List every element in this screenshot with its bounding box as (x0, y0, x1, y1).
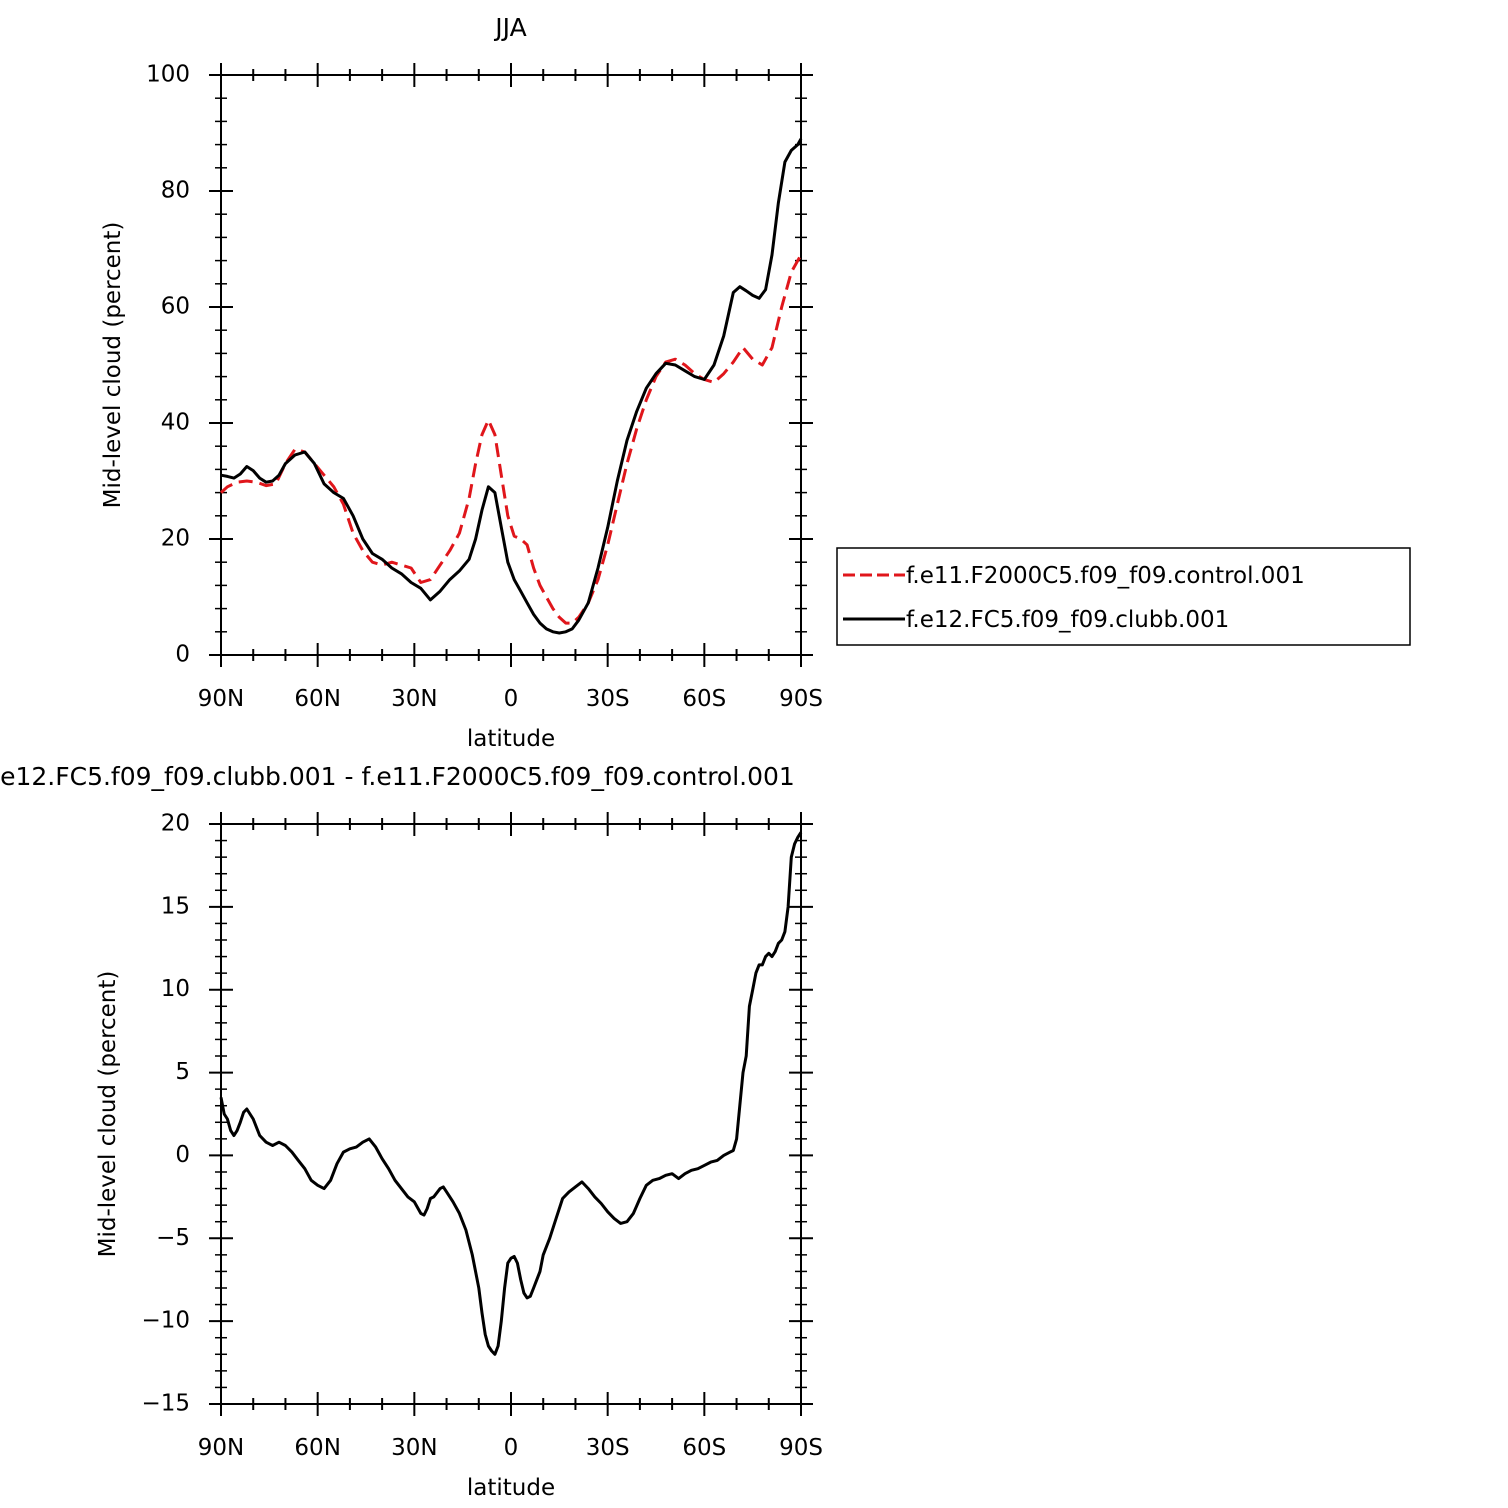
y-tick-label: −15 (141, 1391, 190, 1417)
y-tick-label: 20 (161, 526, 190, 552)
x-tick-label: 30N (391, 1435, 437, 1461)
y-tick-label: −10 (141, 1308, 190, 1334)
y-tick-label: 80 (161, 178, 190, 204)
x-tick-label: 60S (682, 1435, 726, 1461)
x-tick-label: 90S (779, 1435, 823, 1461)
y-axis-title-top: Mid-level cloud (percent) (100, 222, 126, 509)
x-tick-label: 60N (294, 1435, 340, 1461)
chart-title-bottom: f.e12.FC5.f09_f09.clubb.001 - f.e11.F200… (0, 762, 795, 791)
plot-frame-bottom (220, 823, 802, 1405)
y-ticks-bottom (209, 823, 813, 1405)
x-tick-label: 90N (198, 686, 244, 712)
x-tick-label: 30N (391, 686, 437, 712)
y-tick-label: 40 (161, 410, 190, 436)
y-tick-label: 10 (161, 976, 190, 1002)
y-tick-label: 5 (175, 1059, 190, 1085)
chart-title-top: JJA (493, 13, 526, 42)
legend-box (836, 547, 1411, 646)
y-axis-title-bottom: Mid-level cloud (percent) (95, 971, 121, 1258)
x-axis-title-top: latitude (467, 726, 555, 752)
x-tick-label: 0 (504, 1435, 519, 1461)
series-line-clubb (220, 138, 803, 635)
x-tick-labels-bottom: 90N 60N 30N 0 30S 60S 90S (198, 1435, 823, 1461)
series-lines-bottom (219, 831, 803, 1356)
chart-panel-top: JJA 90N 60N 30N 0 30S 60S 90S 0 20 40 60… (100, 13, 1411, 752)
y-tick-label: 100 (146, 62, 190, 88)
legend-label-clubb: f.e12.FC5.f09_f09.clubb.001 (906, 607, 1229, 633)
legend: f.e11.F2000C5.f09_f09.control.001 f.e12.… (836, 547, 1411, 646)
x-tick-label: 60S (682, 686, 726, 712)
series-lines-top (219, 138, 803, 635)
x-tick-label: 60N (294, 686, 340, 712)
y-tick-labels-bottom: −15 −10 −5 0 5 10 15 20 (141, 811, 190, 1417)
x-tick-labels-top: 90N 60N 30N 0 30S 60S 90S (198, 686, 823, 712)
x-tick-label: 0 (504, 686, 519, 712)
y-tick-label: −5 (156, 1225, 190, 1251)
legend-label-control: f.e11.F2000C5.f09_f09.control.001 (906, 563, 1305, 589)
x-tick-label: 90N (198, 1435, 244, 1461)
y-tick-label: 15 (161, 893, 190, 919)
chart-panel-bottom: f.e12.FC5.f09_f09.clubb.001 - f.e11.F200… (0, 762, 823, 1501)
series-line-difference (219, 831, 803, 1356)
x-ticks-bottom (220, 812, 802, 1416)
y-tick-label: 0 (175, 1142, 190, 1168)
y-tick-label: 20 (161, 811, 190, 837)
y-tick-label: 0 (175, 642, 190, 668)
y-tick-label: 60 (161, 294, 190, 320)
series-line-control (219, 254, 803, 625)
y-tick-labels-top: 0 20 40 60 80 100 (146, 62, 190, 668)
x-tick-label: 30S (586, 1435, 630, 1461)
x-tick-label: 30S (586, 686, 630, 712)
x-axis-title-bottom: latitude (467, 1475, 555, 1501)
x-tick-label: 90S (779, 686, 823, 712)
